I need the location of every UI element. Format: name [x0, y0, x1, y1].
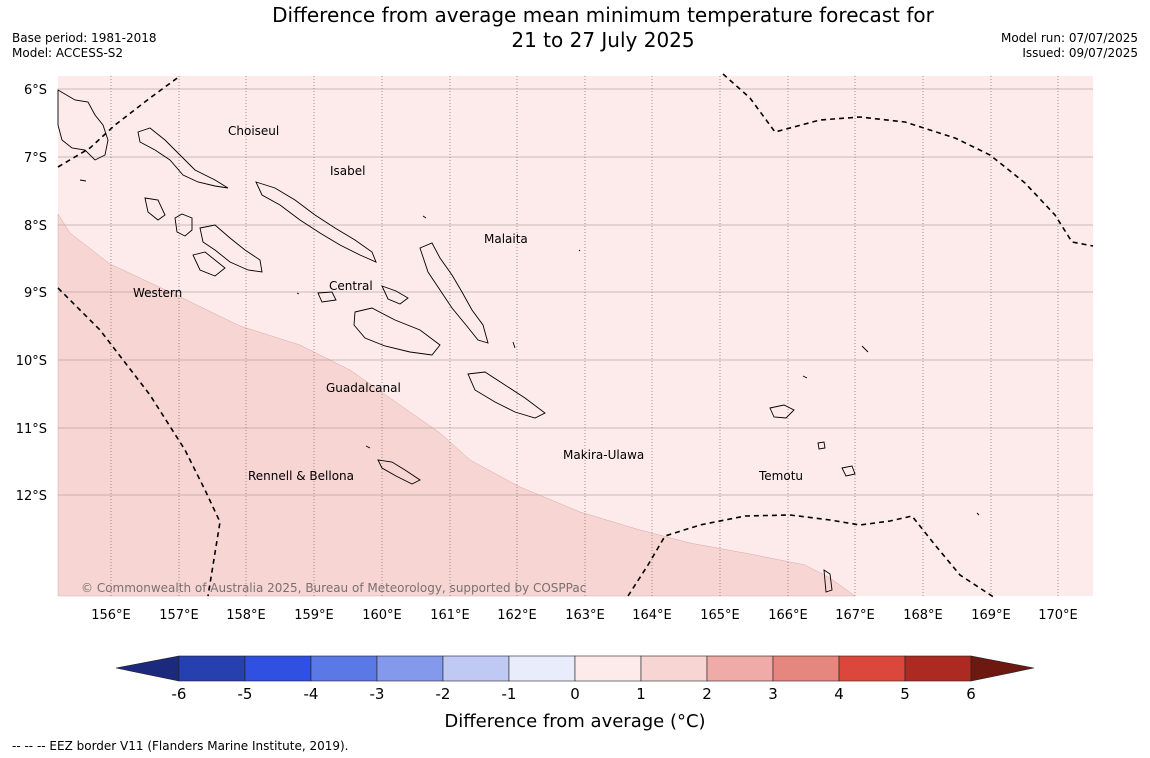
province-label-makira-ulawa: Makira-Ulawa — [563, 448, 644, 462]
coastlines — [57, 89, 980, 593]
issued-date: Issued: 09/07/2025 — [1022, 46, 1138, 60]
lon-label-167e: 167°E — [835, 608, 875, 623]
colorbar-segment — [442, 655, 510, 682]
lat-label-11s: 11°S — [16, 422, 47, 437]
lat-label-6s: 6°S — [24, 83, 47, 98]
florida-islands-outline — [317, 285, 409, 305]
lon-label-158e: 158°E — [226, 608, 266, 623]
colorbar-tick: 5 — [900, 685, 910, 703]
colorbar-tick: -1 — [502, 685, 517, 703]
colorbar-tick: 1 — [636, 685, 646, 703]
colorbar-tick: 3 — [768, 685, 778, 703]
province-label-choiseul: Choiseul — [228, 124, 279, 138]
colorbar-segment — [640, 655, 708, 682]
province-label-guadalcanal: Guadalcanal — [326, 381, 401, 395]
colorbar-tick: -4 — [304, 685, 319, 703]
colorbar-segment — [508, 655, 576, 682]
colorbar — [115, 655, 1035, 682]
lon-label-169e: 169°E — [971, 608, 1011, 623]
santa-cruz-outline — [769, 404, 856, 593]
colorbar-segment — [244, 655, 312, 682]
meta-right: Model run: 07/07/2025 Issued: 09/07/2025 — [1001, 31, 1138, 61]
colorbar-tick: -2 — [436, 685, 451, 703]
title-line-1: Difference from average mean minimum tem… — [272, 3, 934, 27]
lon-label-170e: 170°E — [1038, 608, 1078, 623]
lon-label-168e: 168°E — [903, 608, 943, 623]
colorbar-segment — [772, 655, 840, 682]
colorbar-segment — [838, 655, 906, 682]
lon-label-159e: 159°E — [294, 608, 334, 623]
lon-label-160e: 160°E — [362, 608, 402, 623]
meta-left: Base period: 1981-2018 Model: ACCESS-S2 — [12, 31, 157, 61]
lat-label-8s: 8°S — [24, 219, 47, 234]
colorbar-segment — [574, 655, 642, 682]
copyright-notice: © Commonwealth of Australia 2025, Bureau… — [81, 581, 586, 595]
bougainville-outline — [57, 89, 109, 161]
lat-label-12s: 12°S — [16, 489, 47, 504]
lon-label-156e: 156°E — [91, 608, 131, 623]
rennell-outline — [377, 459, 421, 485]
lon-label-163e: 163°E — [565, 608, 605, 623]
province-label-malaita: Malaita — [484, 232, 528, 246]
lat-label-7s: 7°S — [24, 151, 47, 166]
shading-class-1-2 — [57, 213, 856, 597]
colorbar-tick: 4 — [834, 685, 844, 703]
lon-label-165e: 165°E — [700, 608, 740, 623]
graticule — [58, 88, 1093, 496]
province-label-western: Western — [133, 286, 182, 300]
lon-label-166e: 166°E — [768, 608, 808, 623]
colorbar-segment — [376, 655, 444, 682]
colorbar-tick: -5 — [238, 685, 253, 703]
title-line-2: 21 to 27 July 2025 — [511, 28, 695, 52]
lon-label-157e: 157°E — [159, 608, 199, 623]
lat-label-9s: 9°S — [24, 286, 47, 301]
model-run: Model run: 07/07/2025 — [1000, 31, 1138, 45]
lat-label-10s: 10°S — [16, 354, 47, 369]
colorbar-segment — [706, 655, 774, 682]
chart-title: Difference from average mean minimum tem… — [0, 3, 1150, 53]
lon-label-162e: 162°E — [497, 608, 537, 623]
makira-outline — [467, 371, 546, 419]
province-label-central: Central — [329, 279, 373, 293]
colorbar-segment — [904, 655, 972, 682]
isabel-outline — [255, 181, 377, 263]
colorbar-label: Difference from average (°C) — [444, 711, 705, 732]
province-label-isabel: Isabel — [330, 164, 365, 178]
colorbar-tick: -6 — [172, 685, 187, 703]
base-period: Base period: 1981-2018 — [12, 31, 157, 45]
new-georgia-outline — [144, 197, 263, 277]
colorbar-max-arrow — [970, 655, 1035, 682]
malaita-outline — [419, 242, 489, 344]
small-islets — [79, 179, 980, 516]
colorbar-tick: -3 — [370, 685, 385, 703]
lon-label-164e: 164°E — [632, 608, 672, 623]
colorbar-tick: 0 — [570, 685, 580, 703]
guadalcanal-outline — [353, 307, 441, 356]
colorbar-tick: 6 — [966, 685, 976, 703]
lon-label-161e: 161°E — [430, 608, 470, 623]
model-name: Model: ACCESS-S2 — [12, 46, 124, 60]
province-label-temotu: Temotu — [758, 469, 803, 483]
colorbar-min-arrow — [115, 655, 180, 682]
province-label-rennell-bellona: Rennell & Bellona — [248, 469, 354, 483]
colorbar-tick: 2 — [702, 685, 712, 703]
eez-legend-note: -- -- -- EEZ border V11 (Flanders Marine… — [12, 739, 349, 753]
colorbar-segment — [310, 655, 378, 682]
colorbar-segment — [178, 655, 246, 682]
choiseul-outline — [137, 127, 229, 189]
eez-borders — [57, 73, 1094, 599]
